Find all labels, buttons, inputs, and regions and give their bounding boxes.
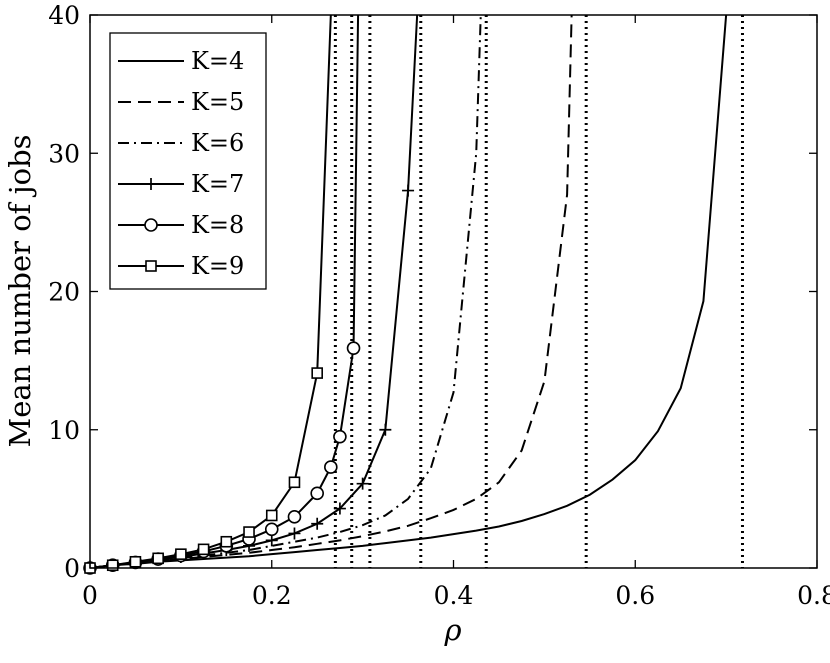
data-point-k9-6 — [220, 535, 233, 548]
data-point-k7-8 — [265, 534, 278, 547]
x-tick-label: 0.4 — [434, 581, 474, 610]
data-point-k9-5 — [197, 543, 210, 556]
legend-label-k9: K=9 — [191, 252, 244, 280]
legend-marker-k7 — [145, 178, 157, 190]
data-point-k9-7 — [243, 526, 255, 538]
y-tick-label: 0 — [64, 554, 80, 583]
data-point-k7-9 — [288, 527, 301, 540]
legend: K=4 K=5 K=6 K=7 K=8 K=9 — [109, 32, 267, 290]
series-line-k4 — [90, 15, 728, 568]
x-axis-title: ρ — [443, 613, 461, 647]
data-point-k7-12 — [356, 477, 369, 490]
axis-ticks: 0 0.2 0.4 0.6 0.8 0 10 20 30 40 — [48, 1, 830, 610]
data-point-k9-8 — [265, 509, 278, 522]
legend-label-k5: K=5 — [191, 88, 244, 116]
data-point-k8-8 — [264, 522, 279, 537]
data-point-k9-3 — [152, 552, 164, 565]
legend-marker-k9 — [145, 260, 157, 272]
data-point-k9-1 — [106, 559, 119, 572]
series-line-k5 — [90, 15, 573, 568]
y-axis-title: Mean number of jobs — [3, 134, 37, 447]
y-tick-label: 30 — [48, 139, 80, 168]
x-tick-label: 0 — [82, 581, 98, 610]
data-point-k8-9 — [287, 510, 302, 524]
data-point-k8-12 — [333, 429, 347, 444]
markers-layer — [83, 184, 415, 575]
legend-label-k7: K=7 — [191, 170, 244, 198]
legend-label-k4: K=4 — [191, 47, 244, 75]
data-point-k9-4 — [175, 548, 187, 560]
x-tick-label: 0.8 — [797, 581, 830, 610]
data-point-k8-11 — [324, 460, 338, 474]
legend-label-k6: K=6 — [191, 129, 244, 157]
legend-marker-k8 — [144, 218, 158, 232]
x-tick-label: 0.6 — [615, 581, 655, 610]
data-point-k8-10 — [310, 486, 324, 501]
legend-box — [109, 32, 267, 290]
threshold-lines — [333, 15, 744, 568]
data-point-k9-2 — [129, 555, 142, 568]
x-tick-label: 0.2 — [252, 581, 292, 610]
y-tick-label: 10 — [48, 416, 80, 445]
data-point-k8-13 — [346, 341, 361, 355]
data-point-k9-9 — [288, 476, 301, 489]
data-point-k9-10 — [311, 367, 323, 379]
data-point-k7-11 — [333, 502, 346, 515]
data-point-k7-13 — [379, 423, 392, 436]
data-point-k7-14 — [402, 184, 415, 197]
y-tick-label: 20 — [48, 278, 80, 307]
data-point-k7-10 — [311, 517, 324, 530]
y-tick-label: 40 — [48, 1, 80, 30]
legend-label-k8: K=8 — [191, 211, 244, 239]
